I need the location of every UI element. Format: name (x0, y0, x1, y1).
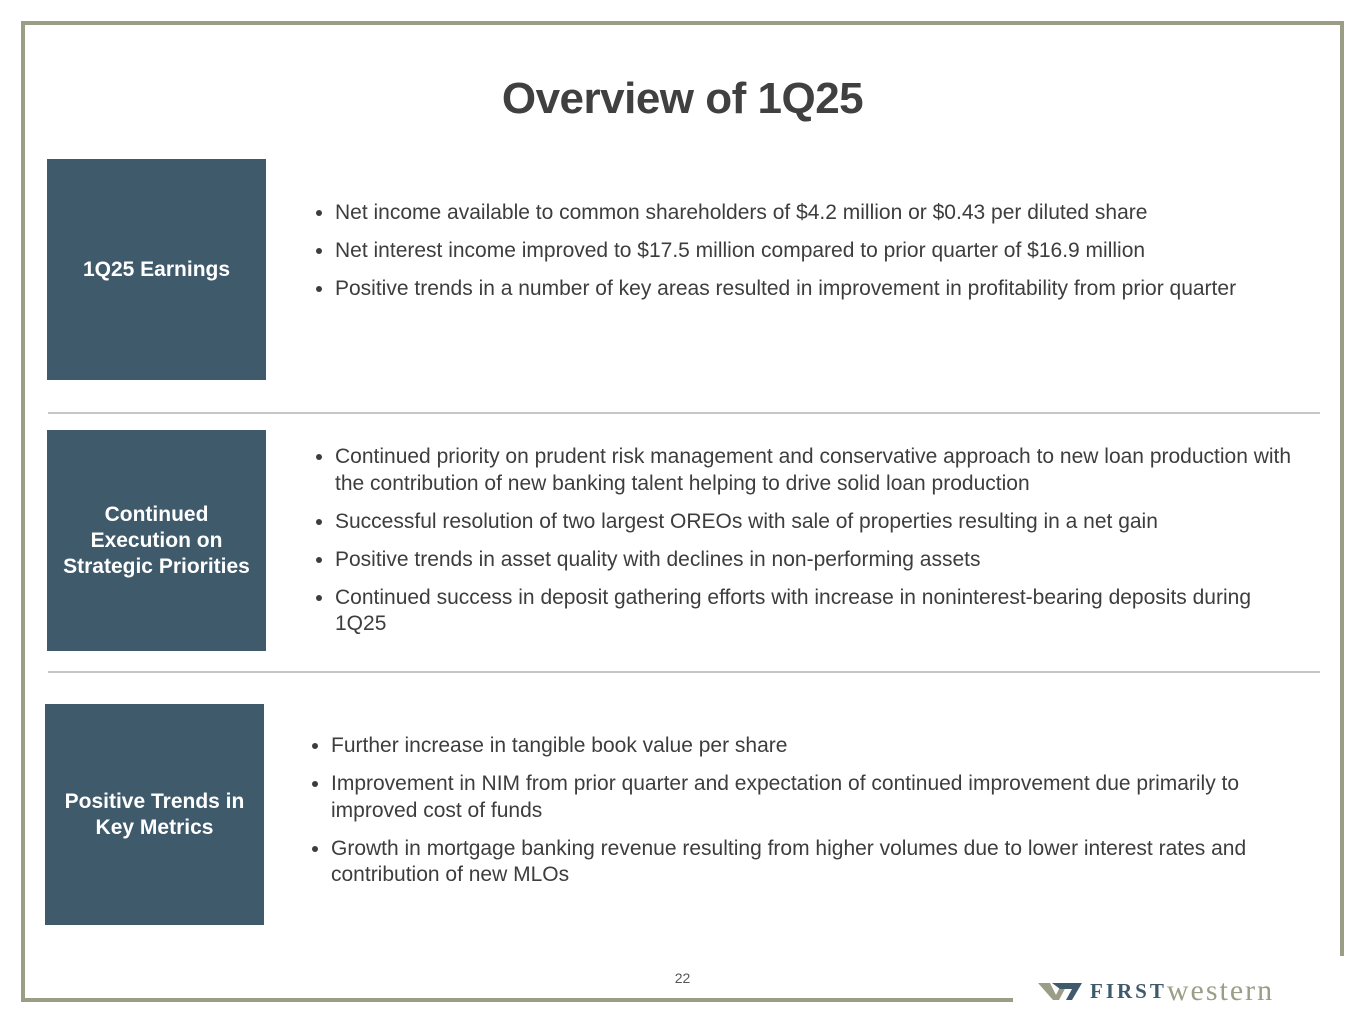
w-logo-icon (1038, 983, 1082, 1000)
list-item: Positive trends in asset quality with de… (335, 547, 1295, 574)
list-item: Improvement in NIM from prior quarter an… (331, 771, 1321, 824)
list-item: Positive trends in a number of key areas… (335, 276, 1345, 303)
frame-left (21, 21, 25, 1002)
bullet-list-metrics: Further increase in tangible book value … (305, 733, 1321, 900)
list-item: Growth in mortgage banking revenue resul… (331, 836, 1321, 889)
logo-western: western (1166, 974, 1275, 1007)
bullet-list-strategic: Continued priority on prudent risk manag… (309, 444, 1295, 649)
page-number: 22 (674, 970, 691, 986)
page-title: Overview of 1Q25 (501, 74, 864, 123)
list-item: Further increase in tangible book value … (331, 733, 1321, 760)
section-heading: Continued Execution on Strategic Priorit… (63, 502, 250, 578)
section-box-earnings: 1Q25 Earnings (47, 159, 266, 380)
section-heading: Positive Trends in Key Metrics (64, 789, 245, 839)
list-item: Continued priority on prudent risk manag… (335, 444, 1295, 497)
section-box-strategic: Continued Execution on Strategic Priorit… (47, 430, 266, 651)
frame-top (21, 21, 1344, 25)
list-item: Continued success in deposit gathering e… (335, 585, 1295, 638)
list-item: Net income available to common sharehold… (335, 200, 1345, 227)
logo-first: FIRST (1090, 978, 1167, 1003)
company-logo: FIRST western (1038, 974, 1275, 1007)
frame-right (1340, 21, 1344, 956)
section-box-metrics: Positive Trends in Key Metrics (45, 704, 264, 925)
divider (48, 671, 1320, 673)
section-heading: 1Q25 Earnings (82, 257, 231, 281)
divider (48, 412, 1320, 414)
list-item: Successful resolution of two largest ORE… (335, 509, 1295, 536)
bullet-list-earnings: Net income available to common sharehold… (309, 200, 1345, 314)
frame-bottom (21, 998, 1013, 1002)
list-item: Net interest income improved to $17.5 mi… (335, 238, 1345, 265)
